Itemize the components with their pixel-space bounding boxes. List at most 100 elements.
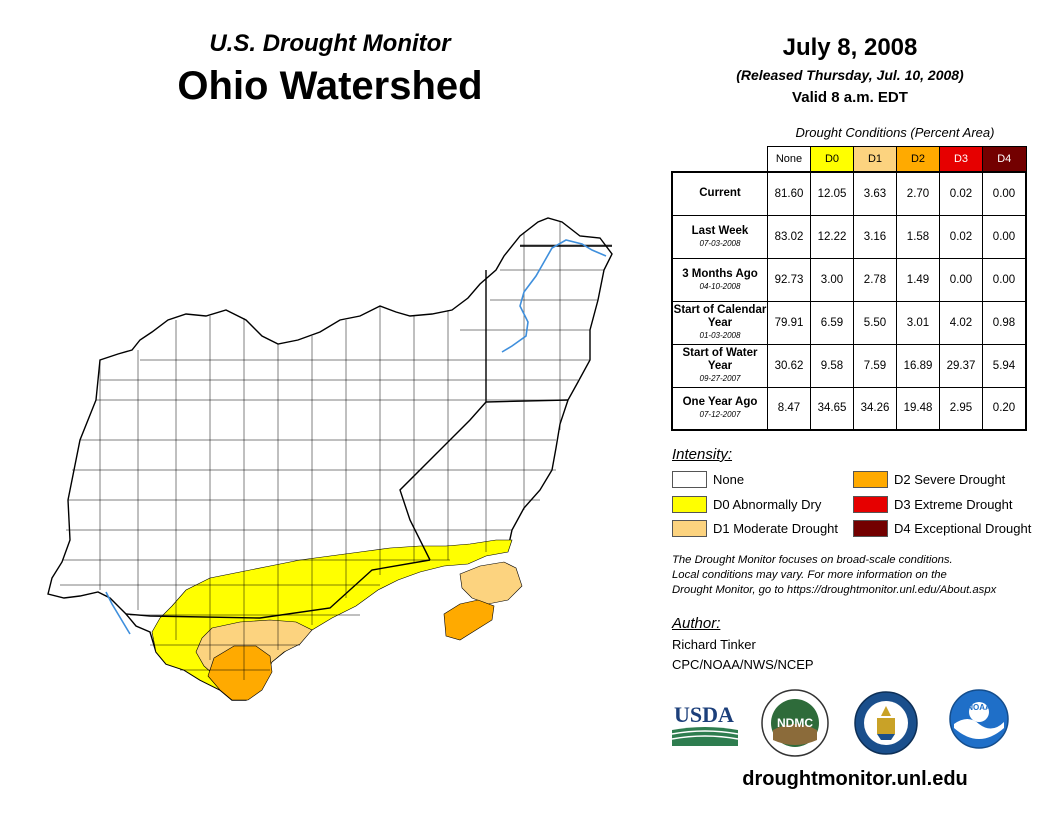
table-cell: 0.00 (982, 257, 1027, 302)
legend-swatch (672, 520, 707, 537)
row-label-date: 09-27-2007 (699, 374, 741, 383)
d2-area (207, 645, 273, 701)
table-cell: 1.49 (896, 257, 940, 302)
note-line: The Drought Monitor focuses on broad-sca… (672, 554, 953, 566)
table-cell: 83.02 (767, 214, 811, 259)
table-cell: 19.48 (896, 386, 940, 431)
d2-area-east (443, 599, 495, 641)
row-label-date: 07-12-2007 (699, 410, 741, 420)
watershed-map (47, 217, 613, 701)
row-label: Last Week 07-03-2008 (671, 214, 768, 259)
legend-label: D0 Abnormally Dry (713, 497, 822, 512)
table-cell: 3.00 (810, 257, 854, 302)
table-cell: 0.02 (939, 214, 983, 259)
table-row: One Year Ago 07-12-2007 8.47 34.65 34.26 … (671, 386, 1027, 431)
row-label-text: Start of Calendar Year (673, 304, 767, 329)
legend-label: D2 Severe Drought (894, 472, 1006, 487)
legend-swatch (853, 520, 888, 537)
legend-item-d4: D4 Exceptional Drought (853, 520, 1031, 537)
author-org: CPC/NOAA/NWS/NCEP (672, 657, 814, 672)
row-label: Start of Water Year 09-27-2007 (671, 343, 768, 388)
author-name: Richard Tinker (672, 637, 756, 652)
usda-logo-text: USDA (674, 702, 734, 727)
table-cell: 0.02 (939, 171, 983, 216)
legend-item-d3: D3 Extreme Drought (853, 496, 1013, 513)
col-header-d4: D4 (982, 146, 1027, 173)
legend-label: D4 Exceptional Drought (894, 521, 1032, 536)
table-cell: 2.95 (939, 386, 983, 431)
ndmc-logo-text: NDMC (777, 716, 813, 730)
legend-label: None (713, 472, 745, 487)
col-header-none: None (767, 146, 811, 173)
note-line: Local conditions may vary. For more info… (672, 569, 947, 581)
state-boundaries (125, 245, 612, 619)
table-cell: 92.73 (767, 257, 811, 302)
row-label: Current (671, 171, 768, 216)
col-header-d1: D1 (853, 146, 897, 173)
table-cell: 0.98 (982, 300, 1027, 345)
table-cell: 0.00 (982, 214, 1027, 259)
legend-swatch (672, 471, 707, 488)
table-cell: 0.20 (982, 386, 1027, 431)
table-cell: 34.26 (853, 386, 897, 431)
row-label-text: One Year Ago (682, 396, 758, 409)
county-lines (60, 222, 612, 680)
legend-item-d2: D2 Severe Drought (853, 471, 1005, 488)
table-cell: 2.78 (853, 257, 897, 302)
table-cell: 81.60 (767, 171, 811, 216)
river (501, 239, 607, 353)
table-row: Start of Water Year 09-27-2007 30.62 9.58… (671, 343, 1027, 388)
legend-swatch (853, 471, 888, 488)
table-corner (672, 147, 768, 173)
table-cell: 3.16 (853, 214, 897, 259)
legend-item-d0: D0 Abnormally Dry (672, 496, 821, 513)
table-row: Current 81.60 12.05 3.63 2.70 0.02 0.00 (671, 171, 1027, 216)
map-date: July 8, 2008 (782, 34, 918, 61)
d1-area-east (459, 561, 523, 605)
table-cell: 4.02 (939, 300, 983, 345)
table-row: Start of Calendar Year 01-03-2008 79.91 6… (671, 300, 1027, 345)
row-label-text: 3 Months Ago (682, 267, 758, 280)
release-date: (Released Thursday, Jul. 10, 2008) (736, 67, 964, 83)
noaa-logo: NOAA (949, 689, 1009, 749)
row-label-date: 01-03-2008 (699, 331, 741, 340)
table-cell: 0.00 (982, 171, 1027, 216)
table-cell: 8.47 (767, 386, 811, 431)
col-header-d2: D2 (896, 146, 940, 173)
table-cell: 12.05 (810, 171, 854, 216)
table-cell: 6.59 (810, 300, 854, 345)
map-subtitle: U.S. Drought Monitor (209, 30, 451, 57)
valid-time: Valid 8 a.m. EDT (792, 89, 908, 106)
table-cell: 34.65 (810, 386, 854, 431)
river-west (105, 591, 131, 635)
disclaimer-note: The Drought Monitor focuses on broad-sca… (672, 553, 1042, 598)
legend-swatch (853, 496, 888, 513)
legend-item-none: None (672, 471, 744, 488)
row-label-date: 07-03-2008 (699, 238, 741, 248)
table-cell: 30.62 (767, 343, 811, 388)
table-cell: 5.50 (853, 300, 897, 345)
usda-logo: USDA (671, 702, 739, 746)
table-cell: 7.59 (853, 343, 897, 388)
legend-label: D3 Extreme Drought (894, 497, 1013, 512)
table-cell: 1.58 (896, 214, 940, 259)
col-header-d0: D0 (810, 146, 854, 173)
row-label-date: 04-10-2008 (699, 281, 741, 291)
row-label-text: Start of Water Year (682, 347, 758, 372)
row-label-text: Current (699, 187, 741, 200)
watershed-outline (47, 217, 613, 701)
col-header-d3: D3 (939, 146, 983, 173)
row-label-text: Last Week (691, 224, 749, 237)
table-cell: 29.37 (939, 343, 983, 388)
legend-item-d1: D1 Moderate Drought (672, 520, 838, 537)
drought-conditions-table: None D0 D1 D2 D3 D4 Current 81.60 12.05 … (671, 146, 1027, 431)
legend-swatch (672, 496, 707, 513)
table-cell: 3.63 (853, 171, 897, 216)
table-caption: Drought Conditions (Percent Area) (795, 125, 995, 140)
table-cell: 16.89 (896, 343, 940, 388)
footer-url: droughtmonitor.unl.edu (742, 768, 968, 790)
table-cell: 12.22 (810, 214, 854, 259)
ndmc-logo: NDMC (761, 689, 829, 757)
note-line: Drought Monitor, go to https://droughtmo… (672, 584, 997, 596)
table-cell: 79.91 (767, 300, 811, 345)
